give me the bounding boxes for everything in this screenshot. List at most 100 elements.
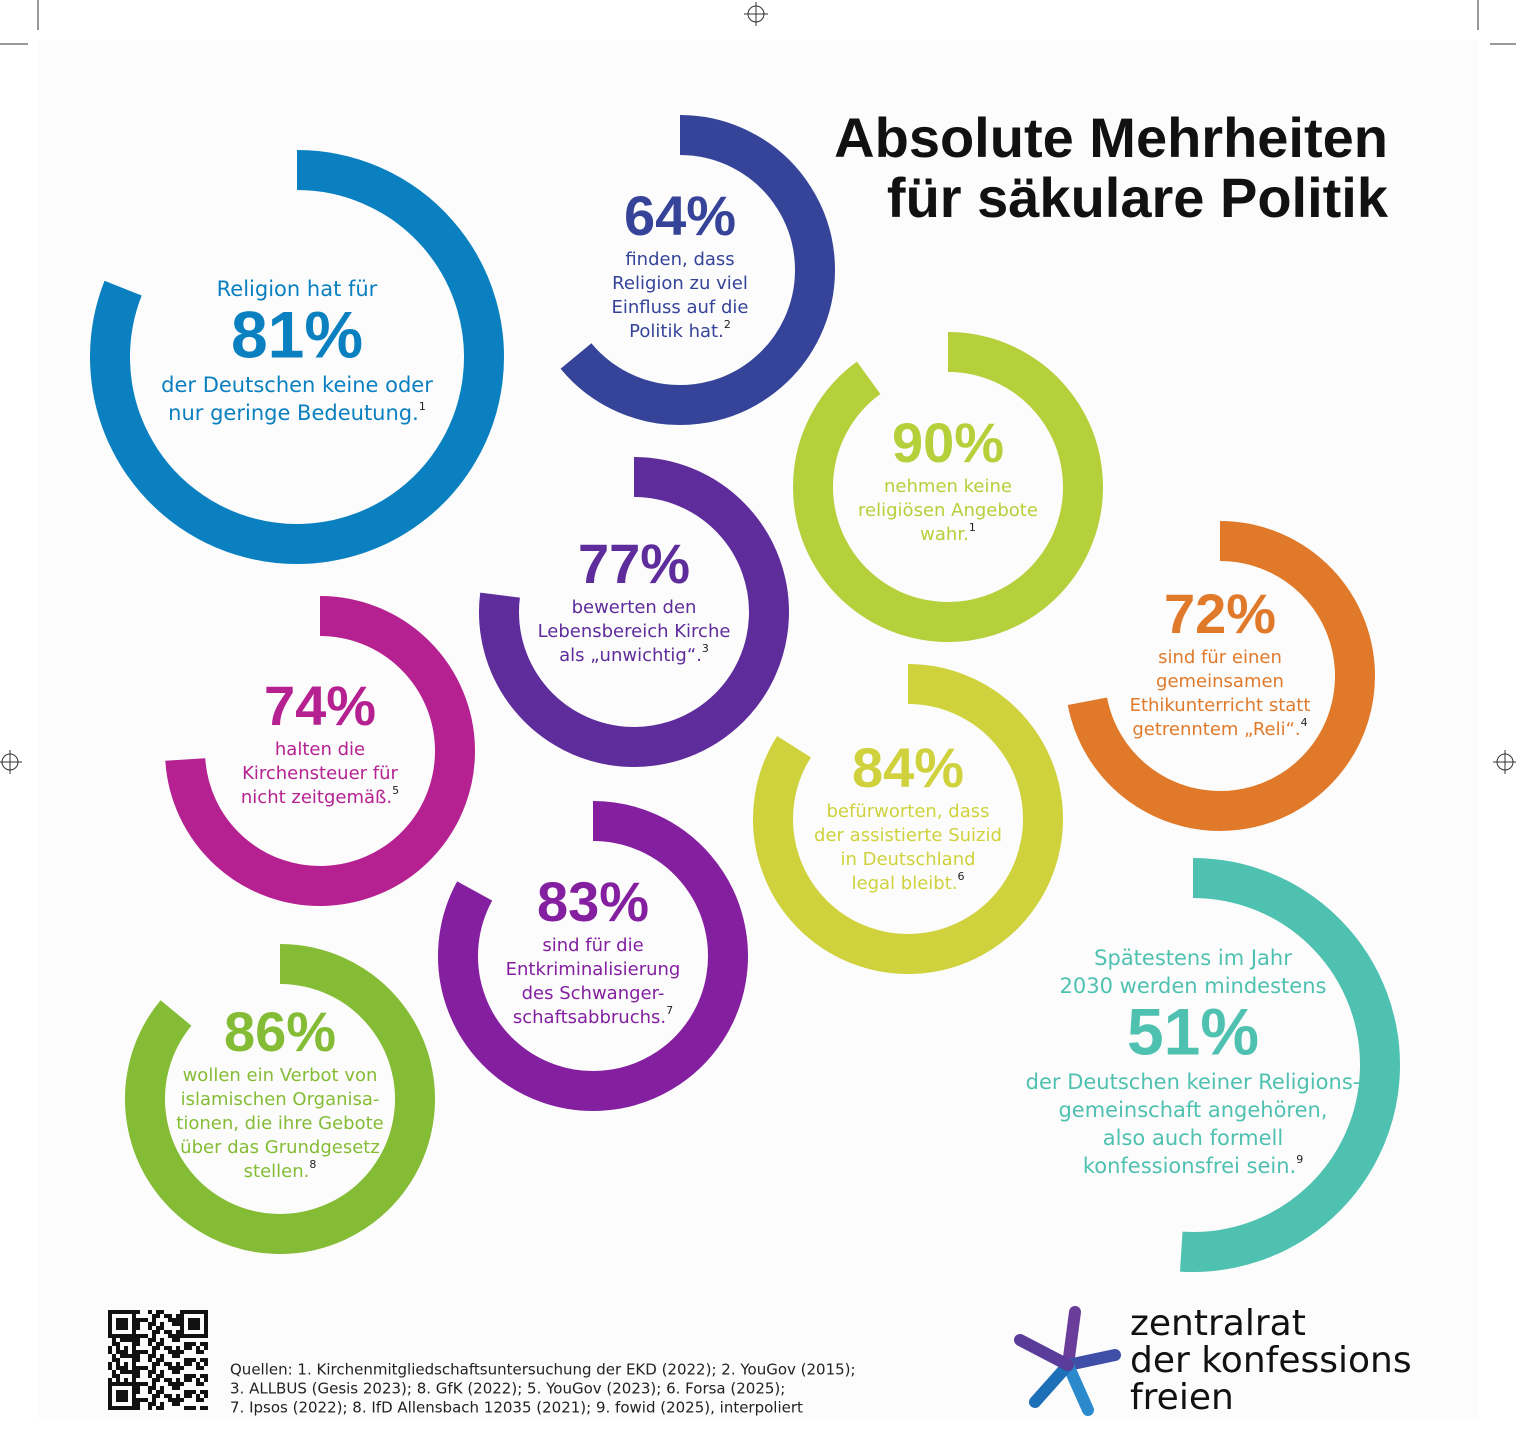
qr-cell — [112, 1334, 116, 1338]
item-intro: Spätestens im Jahr — [1094, 946, 1292, 970]
qr-cell — [184, 1362, 188, 1366]
qr-cell — [204, 1390, 208, 1394]
qr-cell — [164, 1394, 168, 1398]
footnote-ref: 6 — [957, 870, 964, 883]
qr-cell — [112, 1358, 116, 1362]
item-text: konfessionsfrei sein.9 — [1083, 1153, 1303, 1178]
item-text: legal bleibt.6 — [852, 870, 965, 894]
qr-cell — [140, 1334, 144, 1338]
qr-cell — [120, 1350, 124, 1354]
qr-cell — [176, 1378, 180, 1382]
qr-cell — [120, 1334, 124, 1338]
qr-cell — [172, 1366, 176, 1370]
item-text: sind für die — [542, 935, 643, 956]
item-percent: 64% — [624, 184, 736, 247]
qr-cell — [176, 1338, 180, 1342]
qr-cell — [120, 1382, 124, 1386]
qr-cell — [196, 1398, 200, 1402]
qr-cell — [120, 1390, 124, 1394]
footnote-ref: 9 — [1296, 1153, 1303, 1166]
panel — [38, 40, 1478, 1420]
title-line: Absolute Mehrheiten — [834, 106, 1388, 169]
qr-cell — [108, 1350, 112, 1354]
item-text: Kirchensteuer für — [242, 763, 398, 784]
qr-cell — [172, 1350, 176, 1354]
item-text: Politik hat.2 — [629, 318, 731, 342]
qr-cell — [124, 1322, 128, 1326]
ring-arc — [560, 115, 835, 425]
qr-cell — [108, 1346, 112, 1350]
qr-cell — [204, 1310, 208, 1314]
item-text-line: legal bleibt. — [852, 873, 958, 894]
qr-cell — [152, 1398, 156, 1402]
qr-cell — [160, 1386, 164, 1390]
qr-cell — [164, 1362, 168, 1366]
item-percent: 90% — [892, 411, 1004, 474]
qr-cell — [196, 1318, 200, 1322]
qr-cell — [172, 1402, 176, 1406]
qr-cell — [132, 1402, 136, 1406]
qr-cell — [132, 1342, 136, 1346]
qr-cell — [152, 1366, 156, 1370]
qr-cell — [184, 1394, 188, 1398]
item-text-line: gemeinschaft angehören, — [1058, 1098, 1327, 1122]
ring-arc — [753, 664, 1063, 974]
item-text: schaftsabbruchs.7 — [513, 1004, 673, 1028]
qr-cell — [164, 1314, 168, 1318]
item-text: stellen.8 — [244, 1158, 317, 1182]
item-text-line: über das Grundgesetz — [180, 1137, 380, 1158]
qr-cell — [116, 1358, 120, 1362]
qr-cell — [180, 1382, 184, 1386]
item-text: finden, dass — [625, 249, 734, 270]
qr-cell — [140, 1398, 144, 1402]
item-text-line: islamischen Organisa- — [181, 1089, 380, 1110]
qr-cell — [124, 1378, 128, 1382]
qr-cell — [120, 1326, 124, 1330]
qr-cell — [120, 1366, 124, 1370]
qr-cell — [204, 1330, 208, 1334]
item-text: islamischen Organisa- — [181, 1089, 380, 1110]
qr-cell — [168, 1334, 172, 1338]
qr-cell — [156, 1362, 160, 1366]
qr-cell — [188, 1318, 192, 1322]
item-text: nehmen keine — [884, 476, 1012, 497]
item-percent: 51% — [1127, 994, 1259, 1068]
qr-cell — [164, 1378, 168, 1382]
qr-cell — [148, 1354, 152, 1358]
qr-cell — [124, 1326, 128, 1330]
qr-cell — [172, 1386, 176, 1390]
item-text-line: also auch formell — [1103, 1126, 1283, 1150]
qr-cell — [148, 1342, 152, 1346]
qr-cell — [132, 1370, 136, 1374]
item-text-line: der Deutschen keine oder — [161, 373, 433, 397]
qr-cell — [160, 1326, 164, 1330]
qr-cell — [132, 1358, 136, 1362]
qr-cell — [108, 1398, 112, 1402]
qr-cell — [204, 1362, 208, 1366]
item-text: also auch formell — [1103, 1126, 1283, 1150]
qr-cell — [136, 1310, 140, 1314]
qr-cell — [196, 1350, 200, 1354]
ring-arc — [90, 150, 504, 564]
qr-cell — [136, 1374, 140, 1378]
qr-cell — [148, 1370, 152, 1374]
qr-cell — [112, 1354, 116, 1358]
qr-cell — [124, 1362, 128, 1366]
item-text: der Deutschen keiner Religions- — [1026, 1070, 1361, 1094]
qr-cell — [204, 1378, 208, 1382]
footnote-ref: 7 — [666, 1004, 673, 1017]
qr-cell — [204, 1346, 208, 1350]
item-percent: 84% — [852, 736, 964, 799]
qr-cell — [176, 1318, 180, 1322]
qr-cell — [176, 1386, 180, 1390]
qr-cell — [192, 1318, 196, 1322]
qr-cell — [140, 1350, 144, 1354]
qr-cell — [136, 1358, 140, 1362]
qr-cell — [120, 1318, 124, 1322]
item-percent: 86% — [224, 1000, 336, 1063]
qr-cell — [124, 1334, 128, 1338]
qr-cell — [132, 1330, 136, 1334]
qr-cell — [168, 1362, 172, 1366]
qr-cell — [184, 1406, 188, 1410]
qr-cell — [196, 1326, 200, 1330]
